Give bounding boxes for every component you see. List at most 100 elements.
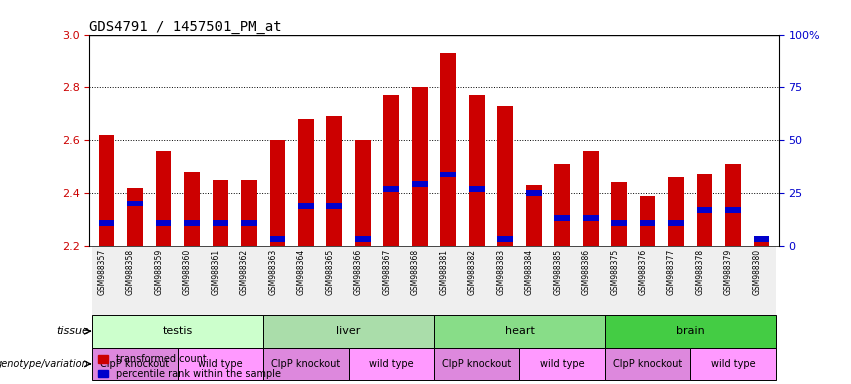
Bar bbox=[719, 246, 747, 315]
Bar bbox=[327, 116, 342, 246]
Text: GSM988383: GSM988383 bbox=[496, 249, 505, 295]
Bar bbox=[241, 180, 257, 246]
Bar bbox=[263, 246, 292, 315]
Bar bbox=[320, 246, 349, 315]
Text: testis: testis bbox=[163, 326, 193, 336]
Bar bbox=[697, 207, 712, 213]
Bar bbox=[554, 164, 570, 246]
Bar bbox=[441, 172, 456, 177]
Bar bbox=[412, 181, 427, 187]
Bar bbox=[298, 203, 314, 209]
Text: ClpP knockout: ClpP knockout bbox=[100, 359, 169, 369]
Bar bbox=[434, 246, 462, 315]
Text: GSM988386: GSM988386 bbox=[582, 249, 591, 295]
Text: GDS4791 / 1457501_PM_at: GDS4791 / 1457501_PM_at bbox=[89, 20, 282, 33]
Text: ClpP knockout: ClpP knockout bbox=[271, 359, 340, 369]
Bar bbox=[611, 182, 627, 246]
Bar bbox=[605, 246, 633, 315]
Bar bbox=[583, 151, 598, 246]
Bar bbox=[156, 220, 171, 226]
Text: GSM988359: GSM988359 bbox=[154, 249, 163, 295]
Bar bbox=[121, 246, 149, 315]
Bar bbox=[526, 185, 541, 246]
Text: GSM988360: GSM988360 bbox=[183, 249, 191, 295]
Text: tissue: tissue bbox=[56, 326, 89, 336]
Bar bbox=[690, 246, 719, 315]
Bar bbox=[156, 151, 171, 246]
Bar bbox=[384, 186, 399, 192]
Bar bbox=[605, 348, 690, 380]
Bar bbox=[640, 220, 655, 226]
Bar bbox=[668, 177, 684, 246]
Text: liver: liver bbox=[336, 326, 361, 336]
Bar bbox=[127, 188, 143, 246]
Bar bbox=[92, 348, 178, 380]
Text: wild type: wild type bbox=[540, 359, 585, 369]
Bar bbox=[127, 200, 143, 207]
Bar bbox=[497, 106, 513, 246]
Bar bbox=[611, 220, 627, 226]
Bar bbox=[92, 246, 121, 315]
Text: GSM988379: GSM988379 bbox=[724, 249, 733, 295]
Bar bbox=[377, 246, 406, 315]
Text: GSM988362: GSM988362 bbox=[240, 249, 248, 295]
Bar bbox=[235, 246, 263, 315]
Bar bbox=[241, 220, 257, 226]
Text: ClpP knockout: ClpP knockout bbox=[443, 359, 511, 369]
Text: wild type: wild type bbox=[198, 359, 243, 369]
Text: GSM988376: GSM988376 bbox=[638, 249, 648, 295]
Text: GSM988384: GSM988384 bbox=[525, 249, 534, 295]
Bar bbox=[747, 246, 776, 315]
Text: heart: heart bbox=[505, 326, 534, 336]
Text: wild type: wild type bbox=[369, 359, 414, 369]
Text: genotype/variation: genotype/variation bbox=[0, 359, 89, 369]
Text: GSM988361: GSM988361 bbox=[211, 249, 220, 295]
Bar bbox=[406, 246, 434, 315]
Bar bbox=[690, 348, 776, 380]
Bar bbox=[355, 236, 371, 242]
Bar bbox=[349, 348, 434, 380]
Bar bbox=[99, 135, 114, 246]
Bar bbox=[178, 348, 263, 380]
Bar bbox=[213, 220, 228, 226]
Bar bbox=[754, 238, 769, 246]
Bar bbox=[349, 246, 377, 315]
Bar bbox=[497, 236, 513, 242]
Bar bbox=[178, 246, 206, 315]
Text: GSM988375: GSM988375 bbox=[610, 249, 620, 295]
Bar bbox=[263, 348, 349, 380]
Bar bbox=[434, 315, 605, 348]
Text: GSM988358: GSM988358 bbox=[126, 249, 135, 295]
Bar bbox=[384, 95, 399, 246]
Bar bbox=[640, 195, 655, 246]
Bar bbox=[184, 172, 200, 246]
Text: GSM988365: GSM988365 bbox=[325, 249, 334, 295]
Bar bbox=[434, 348, 519, 380]
Bar bbox=[292, 246, 320, 315]
Bar bbox=[149, 246, 178, 315]
Text: GSM988381: GSM988381 bbox=[439, 249, 448, 295]
Bar bbox=[184, 220, 200, 226]
Bar bbox=[754, 236, 769, 242]
Text: GSM988385: GSM988385 bbox=[553, 249, 563, 295]
Bar bbox=[92, 315, 263, 348]
Text: brain: brain bbox=[676, 326, 705, 336]
Bar bbox=[725, 164, 741, 246]
Text: GSM988382: GSM988382 bbox=[468, 249, 477, 295]
Bar bbox=[469, 95, 484, 246]
Bar bbox=[725, 207, 741, 213]
Bar bbox=[576, 246, 605, 315]
Bar bbox=[355, 140, 371, 246]
Bar bbox=[270, 140, 285, 246]
Bar bbox=[519, 246, 548, 315]
Bar bbox=[605, 315, 776, 348]
Text: GSM988366: GSM988366 bbox=[354, 249, 363, 295]
Bar bbox=[462, 246, 491, 315]
Text: GSM988367: GSM988367 bbox=[382, 249, 391, 295]
Bar bbox=[668, 220, 684, 226]
Text: GSM988380: GSM988380 bbox=[752, 249, 762, 295]
Bar bbox=[697, 174, 712, 246]
Bar bbox=[441, 53, 456, 246]
Text: GSM988363: GSM988363 bbox=[268, 249, 277, 295]
Bar bbox=[263, 315, 434, 348]
